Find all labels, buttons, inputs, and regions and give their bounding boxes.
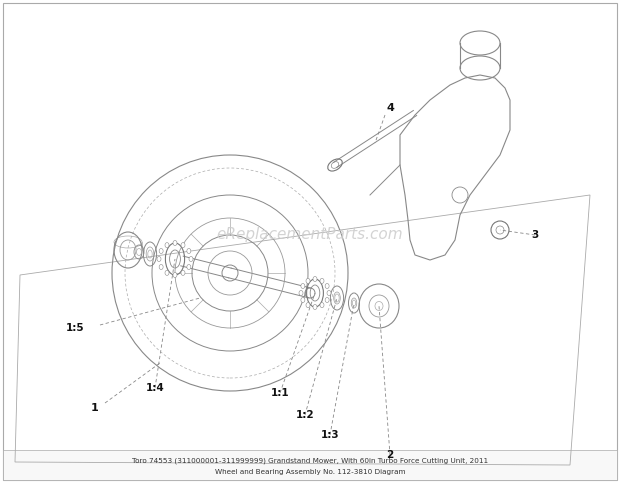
Ellipse shape <box>159 248 163 254</box>
Text: eReplacementParts.com: eReplacementParts.com <box>216 227 404 242</box>
Ellipse shape <box>173 241 177 245</box>
Ellipse shape <box>301 298 305 302</box>
Ellipse shape <box>159 265 163 270</box>
Text: 1:4: 1:4 <box>146 383 164 393</box>
Ellipse shape <box>320 278 324 284</box>
Ellipse shape <box>181 242 185 248</box>
Ellipse shape <box>181 270 185 275</box>
Text: 1:3: 1:3 <box>321 430 339 440</box>
Ellipse shape <box>325 284 329 288</box>
Text: Wheel and Bearing Assembly No. 112-3810 Diagram: Wheel and Bearing Assembly No. 112-3810 … <box>215 469 405 475</box>
Ellipse shape <box>165 270 169 275</box>
Text: 1:2: 1:2 <box>296 410 314 420</box>
Text: 4: 4 <box>386 103 394 113</box>
Ellipse shape <box>313 276 317 282</box>
Text: Toro 74553 (311000001-311999999) Grandstand Mower, With 60in Turbo Force Cutting: Toro 74553 (311000001-311999999) Grandst… <box>132 458 488 464</box>
Ellipse shape <box>327 290 331 296</box>
Ellipse shape <box>173 272 177 278</box>
Ellipse shape <box>299 290 303 296</box>
Ellipse shape <box>301 284 305 288</box>
Ellipse shape <box>306 278 310 284</box>
Ellipse shape <box>320 303 324 308</box>
Ellipse shape <box>306 303 310 308</box>
Ellipse shape <box>313 304 317 310</box>
Bar <box>3 450 617 480</box>
Text: 1: 1 <box>91 403 99 413</box>
Ellipse shape <box>165 242 169 248</box>
Ellipse shape <box>325 298 329 302</box>
Ellipse shape <box>187 265 191 270</box>
Text: 2: 2 <box>386 450 394 460</box>
Text: 3: 3 <box>531 230 539 240</box>
Text: 1:1: 1:1 <box>271 388 290 398</box>
Text: 1:5: 1:5 <box>66 323 84 333</box>
Ellipse shape <box>187 248 191 254</box>
Ellipse shape <box>157 256 161 261</box>
Ellipse shape <box>189 256 193 261</box>
